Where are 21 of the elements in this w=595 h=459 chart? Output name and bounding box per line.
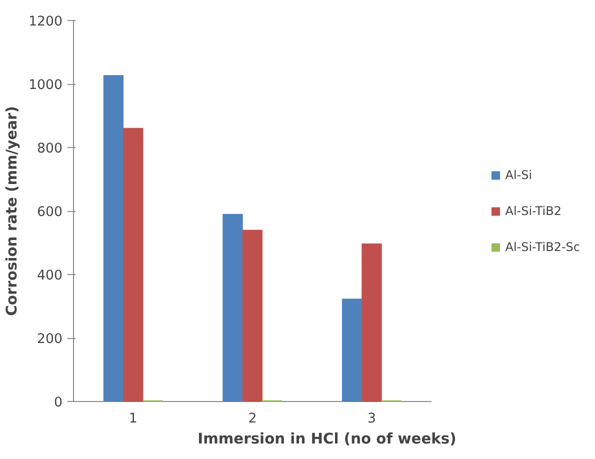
y-tick-label: 1200 — [28, 14, 63, 30]
y-tick-label: 200 — [37, 332, 63, 347]
legend-label: Al-Si-TiB2-Sc — [505, 240, 580, 254]
legend-label: Al-Si — [505, 168, 532, 182]
y-tick-label: 400 — [37, 268, 63, 284]
y-tick-label: 1000 — [28, 78, 63, 93]
legend-label: Al-Si-TiB2 — [505, 204, 562, 218]
bar — [362, 243, 382, 402]
x-tick-label: 1 — [128, 412, 138, 426]
bar — [123, 128, 144, 402]
x-tick-label: 2 — [248, 412, 257, 426]
bar — [222, 214, 243, 402]
bar — [242, 230, 263, 402]
bar — [342, 298, 362, 402]
bar — [103, 75, 124, 402]
y-tick-label: 0 — [54, 396, 63, 410]
y-tick-label: 600 — [37, 205, 63, 220]
x-tick-label: 3 — [367, 412, 376, 426]
y-axis-title: Corrosion rate (mm/year) — [4, 106, 21, 316]
y-tick-label: 800 — [37, 142, 63, 156]
x-axis-title: Immersion in HCl (no of weeks) — [198, 430, 456, 448]
